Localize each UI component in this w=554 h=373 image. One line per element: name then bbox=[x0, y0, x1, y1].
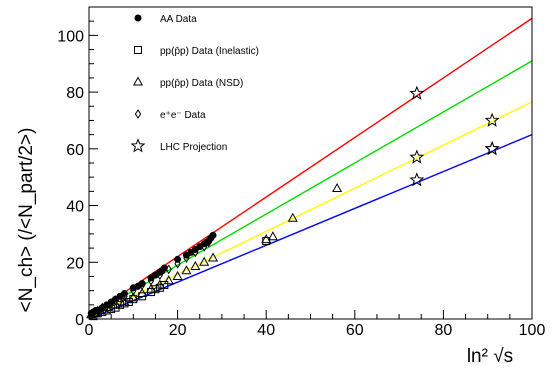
data-point-open-triangle bbox=[137, 287, 148, 297]
data-point-open-diamond bbox=[94, 305, 102, 316]
x-tick-label: 20 bbox=[169, 322, 187, 339]
data-point-open-triangle bbox=[261, 234, 272, 244]
legend-marker bbox=[134, 14, 142, 22]
data-point-open-triangle bbox=[163, 275, 174, 285]
x-tick-label: 0 bbox=[85, 322, 94, 339]
legend-label: pp(p̄p) Data (Inelastic) bbox=[160, 46, 259, 57]
data-point-open-triangle bbox=[207, 252, 219, 262]
legend-marker bbox=[132, 76, 144, 86]
legend-label: pp(p̄p) Data (NSD) bbox=[160, 78, 243, 89]
data-point-open-triangle bbox=[199, 256, 210, 266]
data-point-open-triangle bbox=[332, 183, 343, 193]
data-point-open-star bbox=[409, 172, 425, 187]
data-point-open-star bbox=[484, 140, 500, 156]
data-point-filled-circle bbox=[138, 280, 146, 288]
x-tick-label: 100 bbox=[519, 322, 546, 339]
data-point-open-star bbox=[484, 112, 500, 127]
data-point-open-star bbox=[409, 85, 425, 100]
y-axis-title: <N_ch> (/<N_part/2>) bbox=[16, 128, 37, 313]
data-point-open-triangle bbox=[154, 279, 165, 289]
tick-labels: 0 20 40 60 80 100 0 20 40 60 80 100 bbox=[57, 28, 545, 339]
y-tick-label: 20 bbox=[66, 255, 84, 272]
data-point-open-diamond bbox=[138, 280, 146, 290]
legend-marker bbox=[130, 138, 146, 153]
data-point-open-diamond bbox=[200, 241, 208, 252]
data-point-open-diamond bbox=[147, 275, 155, 286]
data-point-open-diamond bbox=[112, 295, 119, 306]
data-point-open-triangle bbox=[267, 231, 278, 241]
legend-marker bbox=[134, 46, 142, 54]
data-point-open-triangle bbox=[190, 261, 201, 271]
data-point-open-diamond bbox=[183, 253, 190, 263]
data-point-open-diamond bbox=[156, 270, 164, 280]
data-point-open-diamond bbox=[130, 285, 137, 296]
data-point-filled-circle bbox=[209, 231, 217, 239]
x-tick-label: 80 bbox=[435, 322, 453, 339]
legend-label: AA Data bbox=[160, 14, 197, 25]
data-point-open-triangle bbox=[145, 283, 157, 293]
data-point-open-triangle bbox=[95, 304, 106, 314]
data-point-open-triangle bbox=[181, 265, 192, 275]
data-point-open-diamond bbox=[121, 291, 128, 302]
legend-label: e⁺e⁻ Data bbox=[160, 110, 206, 121]
data-point-open-diamond bbox=[192, 247, 199, 258]
data-point-open-star bbox=[409, 149, 425, 164]
data-point-open-triangle bbox=[119, 296, 130, 306]
legend: AA Data pp(p̄p) Data (Inelastic) pp(p̄p) D… bbox=[130, 14, 259, 153]
data-point-open-diamond bbox=[90, 308, 97, 319]
data-point-open-diamond bbox=[103, 301, 110, 312]
x-tick-label: 60 bbox=[346, 322, 364, 339]
data-point-open-square bbox=[98, 307, 107, 316]
axis-ticks bbox=[88, 6, 533, 320]
data-point-open-triangle bbox=[287, 212, 298, 222]
data-point-open-diamond bbox=[165, 264, 172, 275]
fit-line-4 bbox=[89, 133, 532, 319]
data-point-open-diamond bbox=[174, 258, 181, 269]
y-tick-label: 40 bbox=[66, 199, 84, 216]
y-tick-label: 0 bbox=[75, 312, 84, 329]
x-axis-title: ln² √s bbox=[467, 346, 513, 367]
legend-marker bbox=[134, 109, 142, 119]
fit-line-1 bbox=[89, 17, 532, 317]
data-point-open-triangle bbox=[90, 307, 101, 317]
x-tick-label: 40 bbox=[257, 322, 275, 339]
data-points bbox=[86, 85, 500, 321]
legend-label: LHC Projection bbox=[160, 142, 227, 153]
y-tick-label: 60 bbox=[66, 142, 84, 159]
data-point-open-diamond bbox=[107, 298, 115, 309]
y-tick-label: 80 bbox=[66, 85, 84, 102]
data-point-open-diamond bbox=[205, 237, 212, 248]
data-point-open-triangle bbox=[172, 270, 183, 280]
data-point-open-triangle bbox=[128, 292, 139, 302]
y-tick-label: 100 bbox=[57, 28, 84, 45]
